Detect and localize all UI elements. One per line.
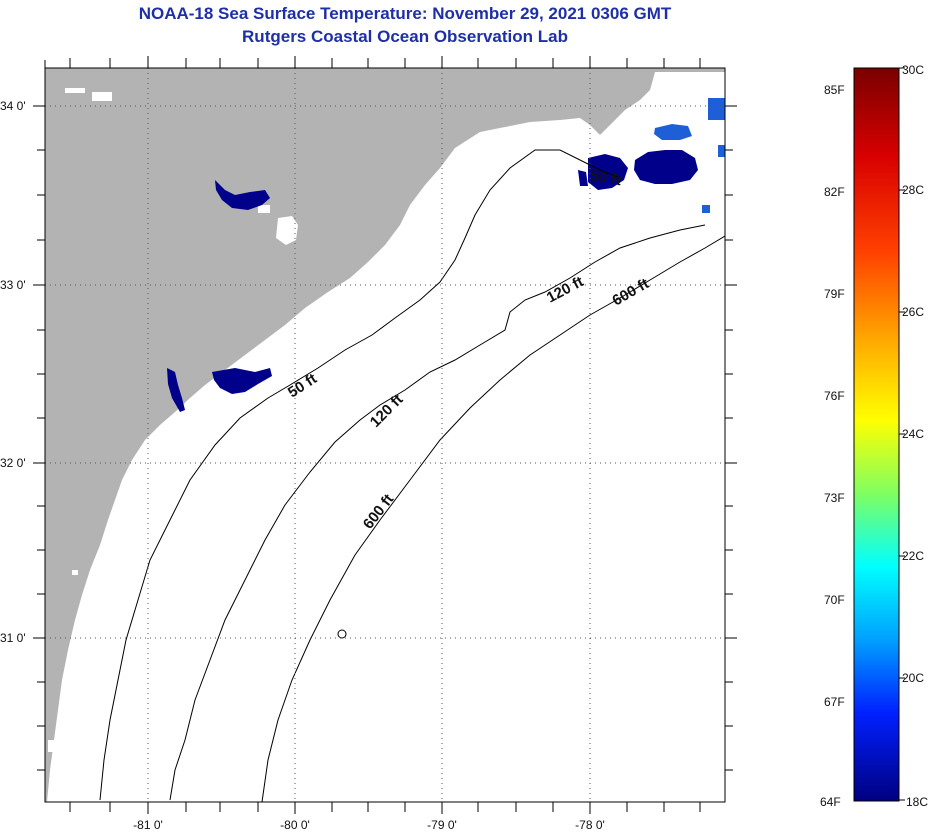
colorbar-f-label: 76F <box>824 389 845 403</box>
axis-ticks <box>33 56 737 814</box>
colorbar-f-label: 79F <box>824 287 845 301</box>
colorbar-c-label: 26C <box>902 305 924 319</box>
lat-label: 33 0' <box>0 278 26 292</box>
colorbar-c-label: 28C <box>902 183 924 197</box>
contour-label: 50 ft <box>589 167 622 189</box>
colorbar-ticks <box>899 67 905 801</box>
map-title: NOAA-18 Sea Surface Temperature: Novembe… <box>138 4 672 23</box>
colorbar-gradient <box>853 67 900 802</box>
missing-data-patches <box>48 88 298 752</box>
colorbar-c-label: 18C <box>906 795 928 809</box>
colorbar-f-label: 73F <box>824 491 845 505</box>
contour-50ft <box>99 149 621 801</box>
colorbar-c-label: 20C <box>902 671 924 685</box>
land-area <box>45 68 725 802</box>
lon-label: -80 0' <box>280 818 310 832</box>
colorbar-f-label: 67F <box>824 695 845 709</box>
colorbar-f-label: 70F <box>824 593 845 607</box>
colorbar-f-label: 64F <box>820 795 841 809</box>
colorbar-c-label: 22C <box>902 549 924 563</box>
map-subtitle: Rutgers Coastal Ocean Observation Lab <box>242 27 568 46</box>
graticule <box>45 68 725 802</box>
lat-label: 32 0' <box>0 456 26 470</box>
lon-label: -79 0' <box>427 818 457 832</box>
cool-water-patches <box>654 98 725 213</box>
plot-frame <box>44 67 726 803</box>
colorbar-c-label: 24C <box>902 427 924 441</box>
colorbar-f-label: 85F <box>824 83 845 97</box>
lat-label: 34 0' <box>0 99 26 113</box>
colorbar-c-label: 30C <box>902 63 924 77</box>
lon-label: -78 0' <box>575 818 605 832</box>
cold-water-patches <box>167 150 698 412</box>
contour-120ft <box>169 224 706 801</box>
lon-label: -81 0' <box>133 818 163 832</box>
lat-label: 31 0' <box>0 631 26 645</box>
colorbar-f-label: 82F <box>824 185 845 199</box>
